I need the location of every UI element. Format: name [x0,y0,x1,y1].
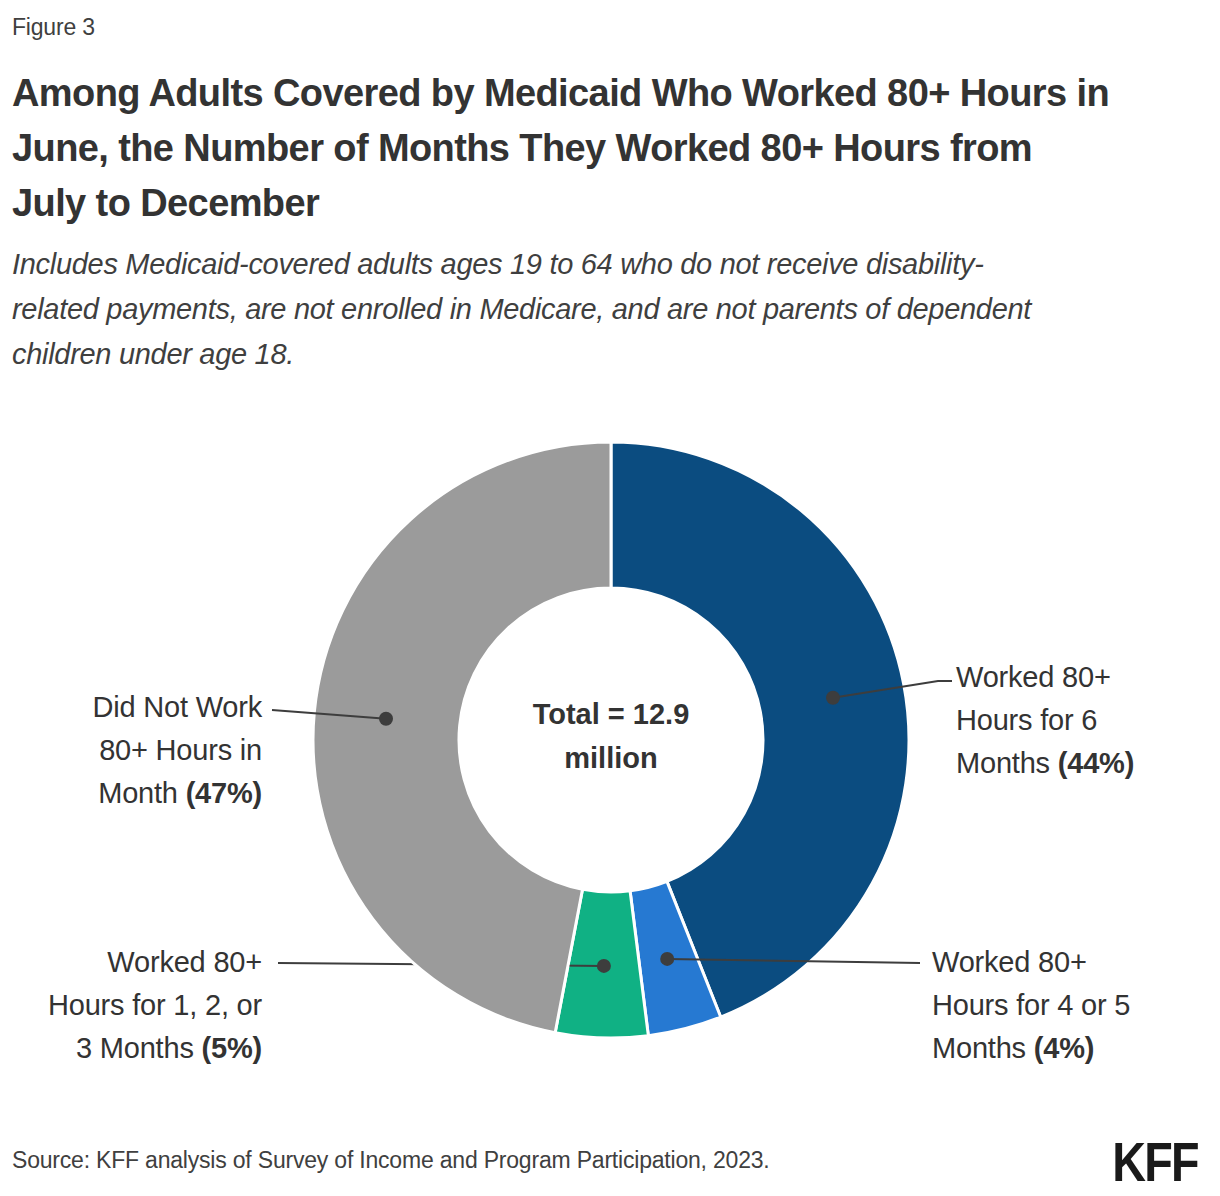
callout-text: Month [98,777,185,809]
donut-center-total-line: Total = 12.9 [461,692,761,736]
callout-line: Hours for 4 or 5 [932,984,1192,1027]
callout-text: 3 Months [76,1032,202,1064]
kff-logo: KFF [1112,1130,1198,1194]
callout-line: 3 Months (5%) [10,1027,262,1070]
callout-percent: (44%) [1058,747,1134,779]
leader-dot-2 [597,959,611,973]
callout-line: Hours for 6 [956,699,1196,742]
leader-dot-3 [379,712,393,726]
callout-line: Worked 80+ [956,656,1196,699]
callout-text: Months [932,1032,1034,1064]
callout-line: Months (4%) [932,1027,1192,1070]
callout-line: Worked 80+ [10,941,262,984]
callout-worked-4-5-months: Worked 80+ Hours for 4 or 5 Months (4%) [932,941,1192,1070]
leader-dot-1 [660,952,674,966]
callout-percent: (47%) [186,777,262,809]
callout-percent: (4%) [1034,1032,1094,1064]
callout-percent: (5%) [202,1032,262,1064]
source-note: Source: KFF analysis of Survey of Income… [12,1147,770,1174]
callout-line: Months (44%) [956,742,1196,785]
leader-dot-0 [826,691,840,705]
callout-worked-1-2-3-months: Worked 80+ Hours for 1, 2, or 3 Months (… [10,941,262,1070]
callout-text: Months [956,747,1058,779]
callout-worked-6-months: Worked 80+ Hours for 6 Months (44%) [956,656,1196,785]
callout-line: Hours for 1, 2, or [10,984,262,1027]
callout-line: Month (47%) [10,772,262,815]
figure-page: Figure 3 Among Adults Covered by Medicai… [0,0,1220,1196]
callout-line: Did Not Work [10,686,262,729]
callout-line: Worked 80+ [932,941,1192,984]
callout-did-not-work: Did Not Work 80+ Hours in Month (47%) [10,686,262,815]
callout-line: 80+ Hours in [10,729,262,772]
donut-center-total-line: million [461,736,761,780]
donut-center-total: Total = 12.9 million [461,692,761,780]
